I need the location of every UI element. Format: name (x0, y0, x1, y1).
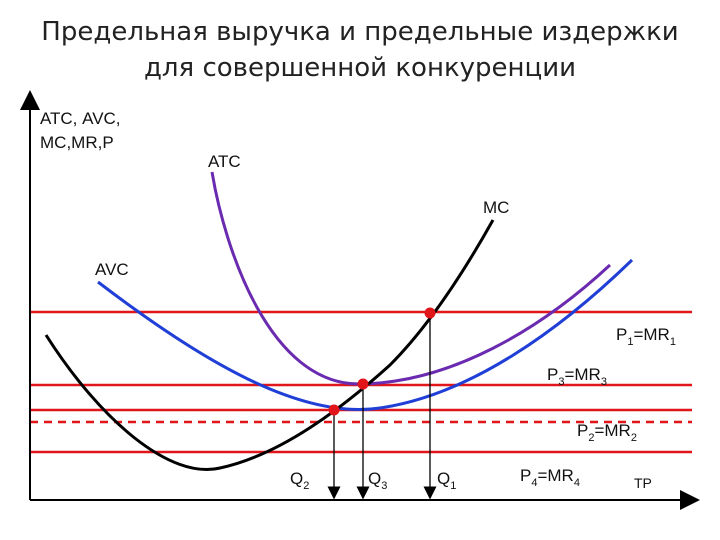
p3-mr3-label: P3=MR3 (547, 365, 607, 388)
avc-label: AVC (95, 260, 129, 279)
p4-mr4-label: P4=MR4 (520, 466, 580, 489)
p2-mr2-label: P2=MR2 (577, 421, 637, 444)
q2-label: Q2 (290, 469, 309, 492)
atc-curve (210, 171, 612, 386)
title-line-2: для совершенной конкуренции (143, 53, 577, 83)
diagram-title: Предельная выручка и предельные издержки… (0, 14, 720, 86)
p2-intersection-point (328, 404, 340, 416)
p1-mr1-label: P1=MR1 (616, 325, 676, 348)
p1-intersection-point (424, 307, 436, 319)
x-axis-label: TP (634, 475, 652, 491)
atc-label: АТС (208, 152, 241, 171)
y-axis-label-line-2: МС,MR,P (40, 133, 114, 152)
q1-label: Q1 (437, 469, 456, 492)
y-axis-label-line-1: АТС, AVC, (40, 109, 121, 128)
mc-curve (44, 219, 495, 471)
title-line-1: Предельная выручка и предельные издержки (41, 17, 679, 47)
p3-intersection-point (357, 378, 369, 390)
mc-label: МС (483, 198, 509, 217)
avc-curve (97, 258, 634, 411)
q3-label: Q3 (368, 469, 387, 492)
